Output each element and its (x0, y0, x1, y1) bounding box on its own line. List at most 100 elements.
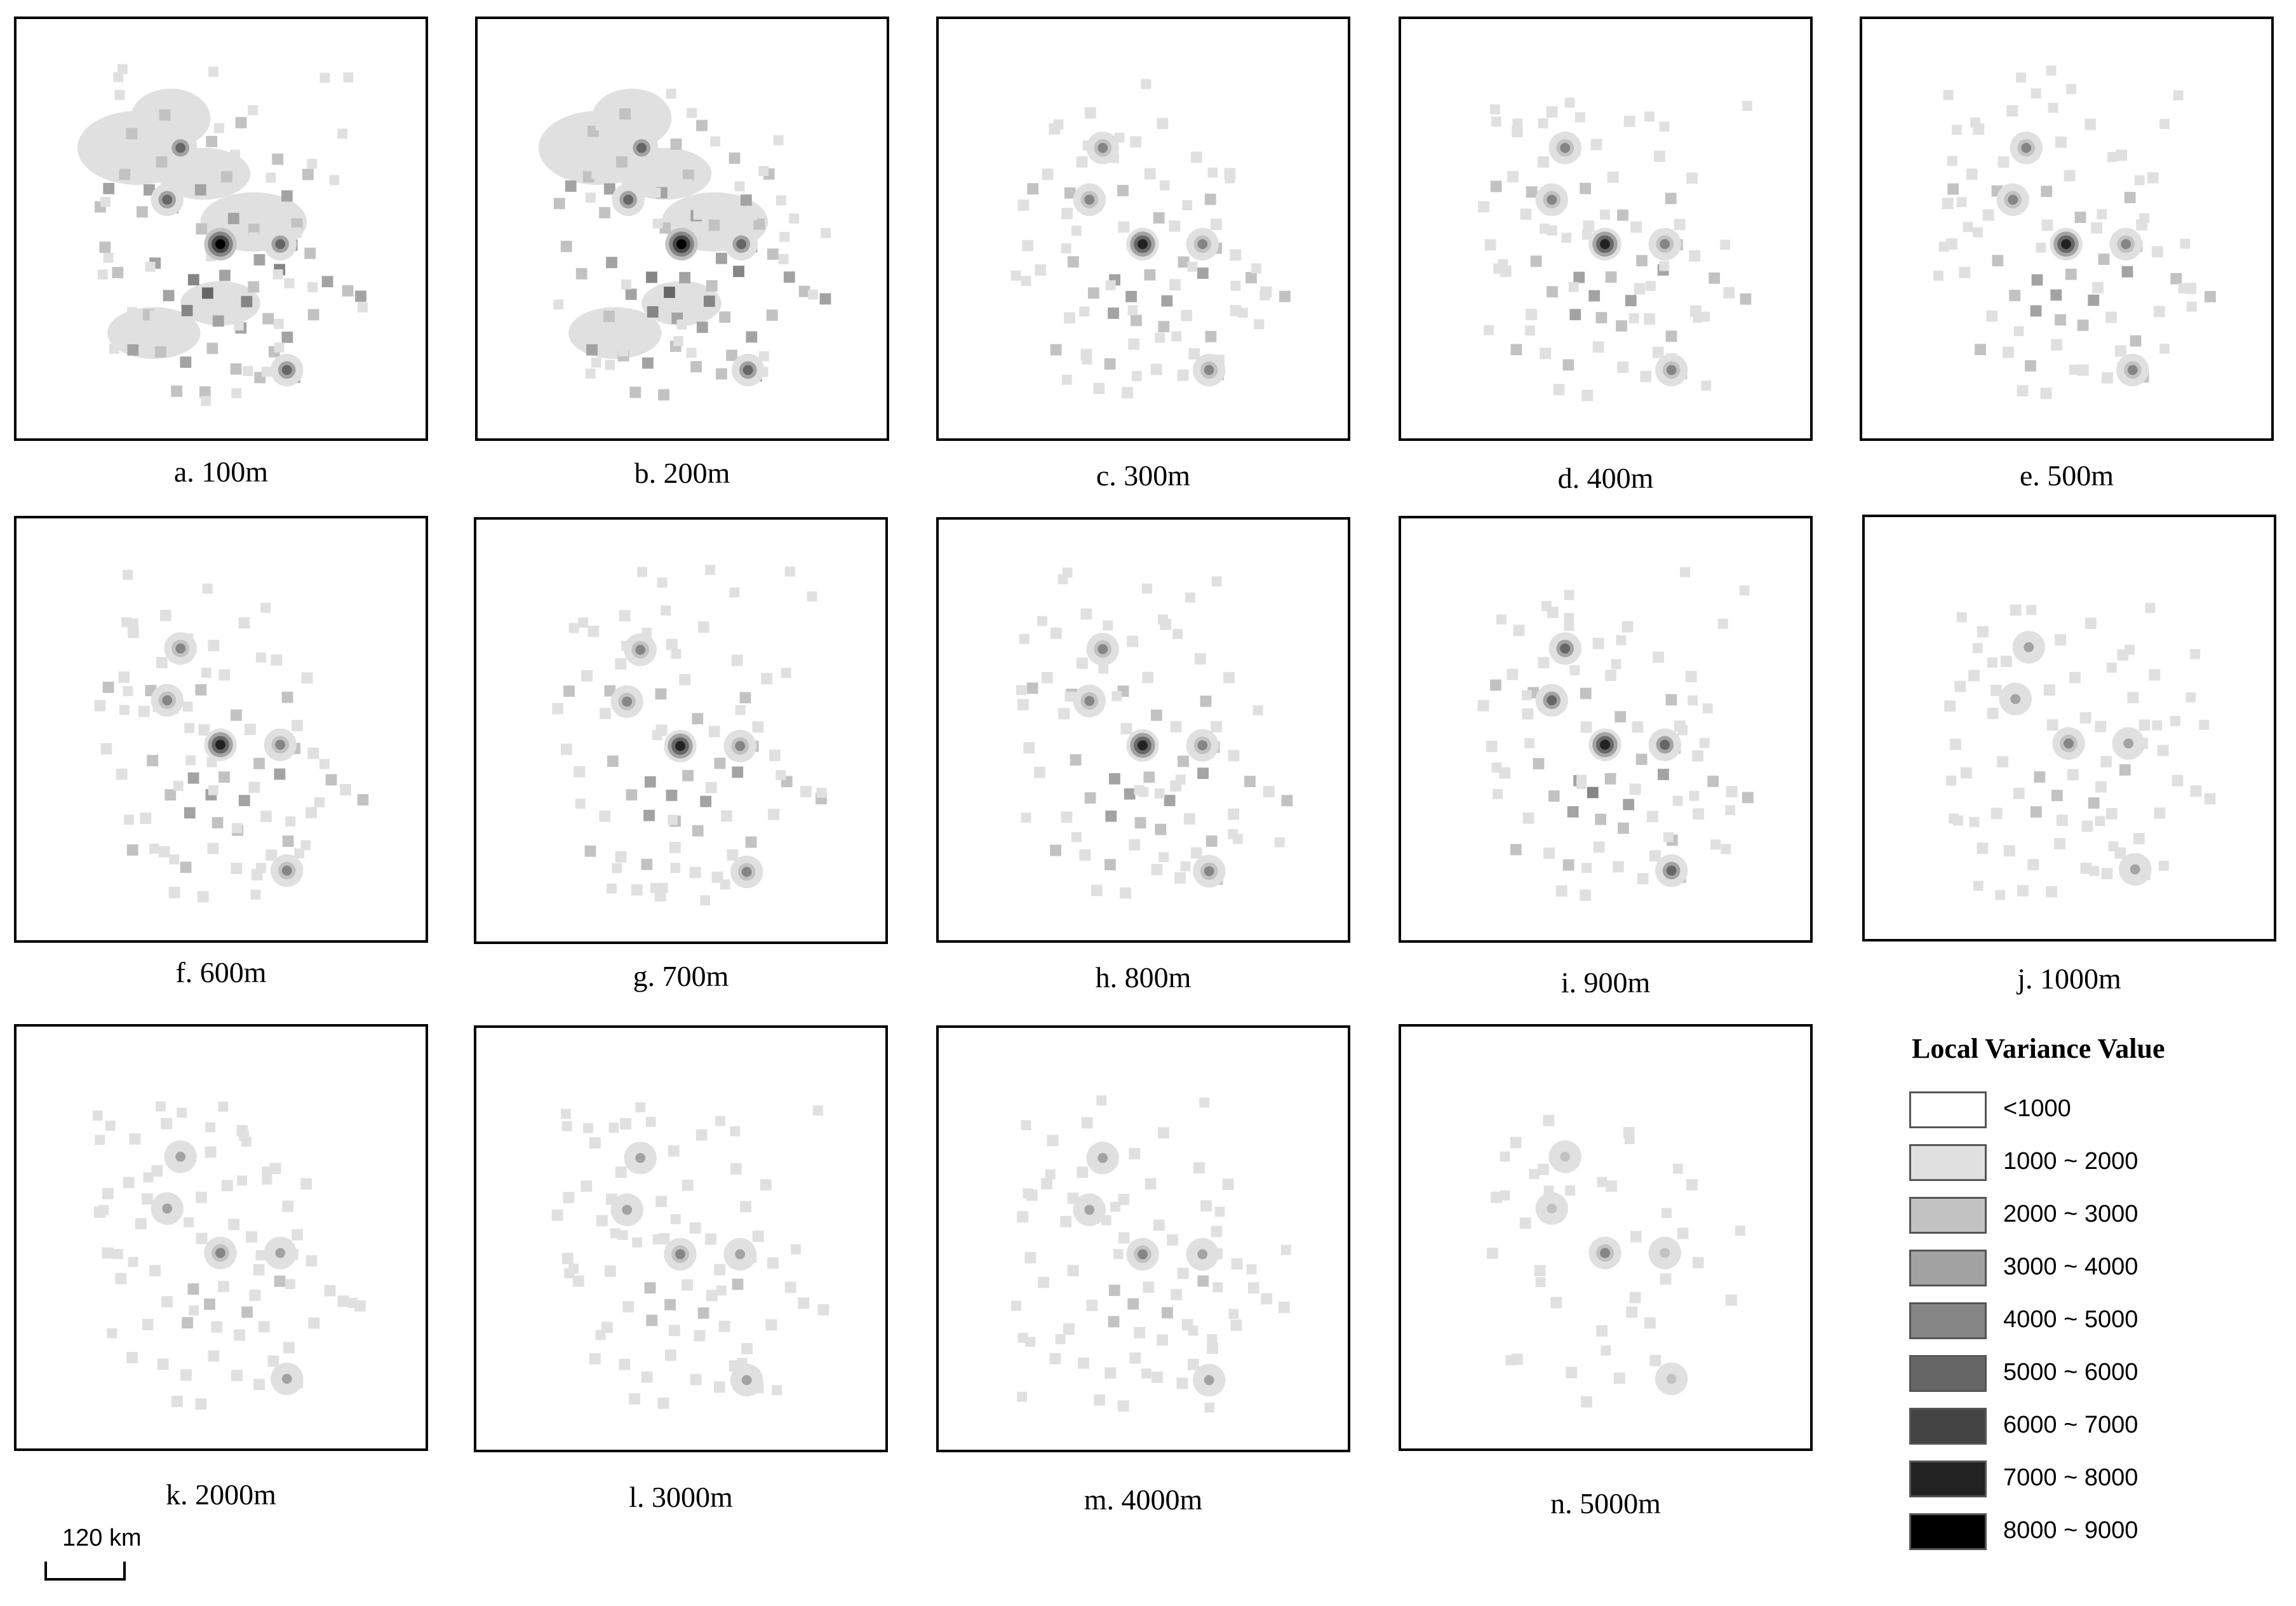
variance-cell (1041, 671, 1053, 684)
variance-cell (1057, 574, 1068, 584)
panel-caption: d. 400m (1557, 462, 1654, 494)
variance-cell (615, 851, 627, 863)
variance-cell (1580, 721, 1592, 733)
variance-map (94, 569, 369, 903)
variance-cell (282, 1200, 294, 1212)
variance-cell (262, 1166, 272, 1177)
variance-cell (650, 187, 661, 198)
variance-cell (1613, 861, 1624, 873)
variance-cell (669, 842, 681, 853)
variance-cell (1564, 621, 1574, 631)
urban-hotspot (1547, 1203, 1557, 1214)
variance-cell (585, 160, 596, 171)
map-panel-a (14, 17, 428, 441)
variance-cell (665, 1349, 676, 1361)
variance-cell (128, 1257, 138, 1267)
variance-cell (740, 1201, 752, 1213)
variance-cell (791, 1244, 801, 1255)
variance-cell (248, 281, 260, 293)
urban-hotspot (1666, 865, 1677, 876)
variance-cell (232, 823, 243, 833)
variance-cell (705, 1233, 716, 1245)
variance-cell (1526, 309, 1538, 320)
variance-cell (1042, 168, 1054, 180)
variance-cell (2205, 290, 2216, 302)
map-panel-l (474, 1025, 888, 1452)
urban-hotspot (2024, 642, 2034, 652)
legend-swatch (1909, 1250, 1987, 1286)
variance-cell (666, 88, 676, 99)
legend-swatch (1909, 1408, 1987, 1445)
variance-cell (767, 248, 779, 260)
variance-cell (752, 1231, 764, 1242)
variance-cell (585, 192, 596, 203)
variance-cell (1644, 1317, 1656, 1329)
variance-cell (692, 713, 704, 725)
variance-cell (1507, 171, 1519, 183)
variance-cell (583, 1123, 593, 1133)
variance-cell (1726, 786, 1738, 797)
variance-cell (187, 274, 199, 286)
variance-cell (301, 672, 313, 684)
variance-cell (143, 1172, 154, 1183)
variance-cell (189, 166, 200, 177)
variance-cell (97, 269, 108, 280)
variance-cell (206, 135, 218, 147)
variance-cell (1237, 307, 1248, 318)
variance-cell (1646, 811, 1658, 823)
variance-cell (149, 1265, 161, 1276)
urban-hotspot (1098, 1152, 1108, 1163)
variance-cell (248, 781, 260, 793)
variance-cell (1606, 1180, 1617, 1192)
variance-cell (718, 1320, 730, 1332)
variance-cell (1522, 708, 1534, 720)
variance-cell (1142, 671, 1154, 684)
variance-cell (1251, 263, 1261, 274)
variance-cell (1211, 576, 1222, 586)
variance-cell (1628, 313, 1639, 323)
legend-label: 4000 ~ 5000 (2003, 1306, 2138, 1333)
urban-hotspot (1084, 194, 1095, 205)
variance-cell (1597, 1177, 1608, 1187)
variance-cell (1098, 663, 1109, 674)
variance-cell (564, 1268, 574, 1279)
variance-cell (645, 1117, 656, 1127)
variance-cell (1947, 183, 1959, 195)
variance-cell (1701, 381, 1712, 391)
variance-cell (1522, 812, 1534, 824)
variance-map (552, 565, 827, 906)
variance-cell (595, 120, 606, 131)
urban-hotspot (275, 239, 286, 250)
variance-cell (1120, 887, 1131, 899)
variance-cell (563, 1192, 575, 1203)
variance-cell (1169, 220, 1181, 232)
variance-cell (271, 654, 283, 666)
variance-cell (2017, 885, 2029, 897)
variance-cell (274, 1275, 286, 1287)
variance-cell (1045, 1169, 1056, 1180)
variance-cell (1016, 685, 1026, 696)
variance-cell (2081, 820, 2093, 832)
variance-cell (644, 1282, 656, 1294)
variance-cell (760, 1178, 772, 1191)
variance-cell (666, 638, 678, 651)
panel-caption: g. 700m (633, 960, 729, 992)
variance-cell (753, 218, 765, 230)
variance-cell (1944, 700, 1956, 712)
variance-cell (1071, 832, 1082, 842)
variance-cell (157, 1358, 169, 1370)
variance-cell (168, 886, 180, 898)
variance-cell (1658, 769, 1669, 780)
variance-cell (642, 103, 653, 114)
variance-cell (574, 766, 586, 778)
variance-cell (643, 809, 655, 821)
variance-cell (2041, 219, 2053, 231)
variance-cell (1739, 585, 1750, 596)
variance-cell (2159, 344, 2170, 354)
variance-cell (218, 771, 230, 783)
variance-cell (307, 158, 318, 169)
variance-cell (1637, 873, 1649, 884)
variance-map (1478, 97, 1752, 402)
urban-hotspot (636, 142, 647, 153)
variance-cell (1211, 1225, 1223, 1238)
